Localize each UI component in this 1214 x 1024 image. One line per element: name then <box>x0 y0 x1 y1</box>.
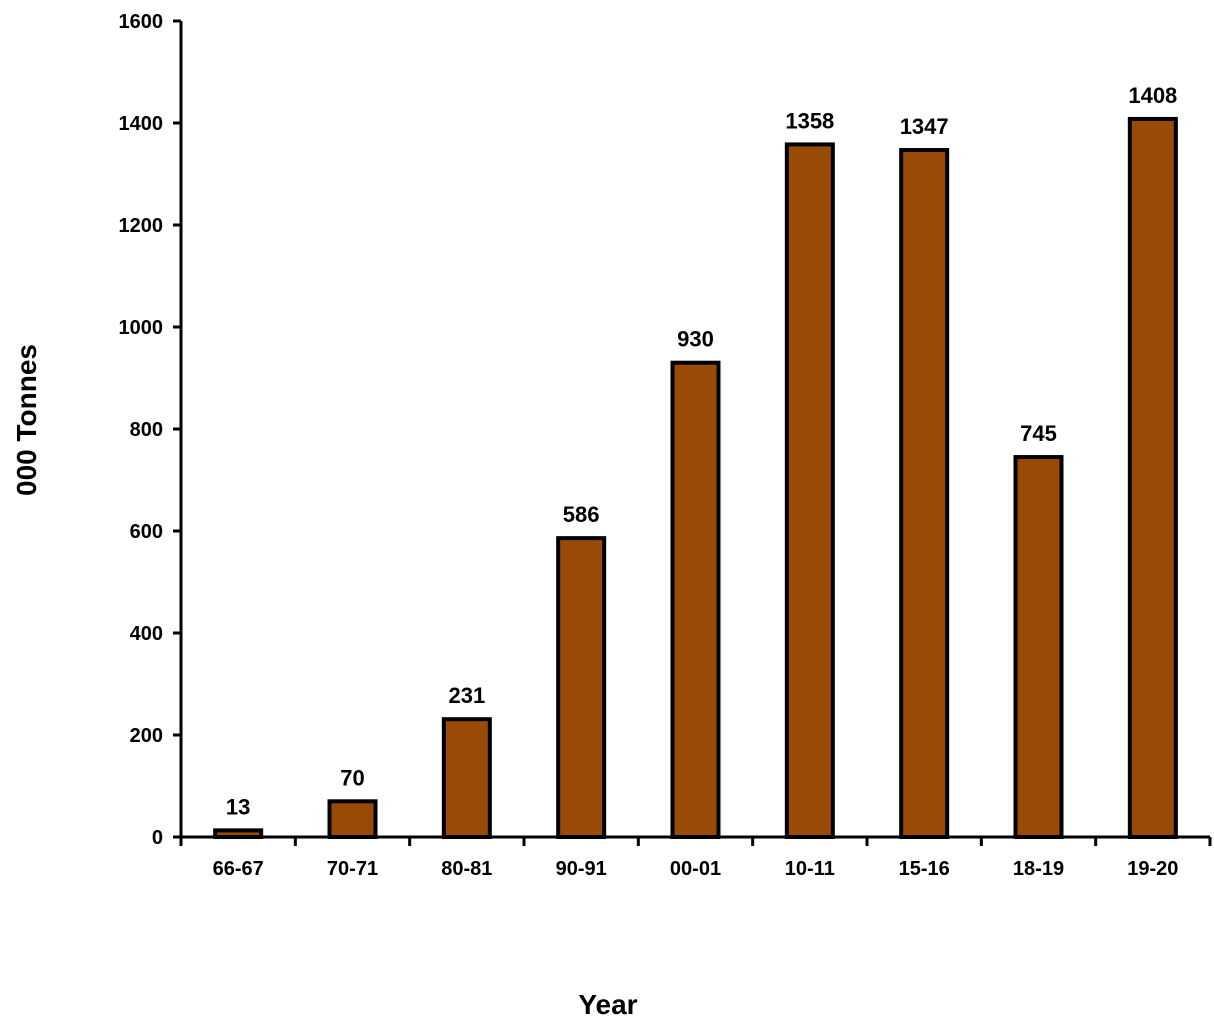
x-tick-label: 00-01 <box>670 858 721 880</box>
y-tick-label: 200 <box>130 725 163 747</box>
x-tick-label: 66-67 <box>213 858 264 880</box>
y-tick-label: 1000 <box>119 317 164 339</box>
y-tick-label: 800 <box>130 419 163 441</box>
data-label-18-19: 745 <box>1020 421 1057 446</box>
x-axis-label: Year <box>578 989 637 1020</box>
data-labels-group: 13 70 231 586 930 1358 1347 745 1408 <box>226 83 1177 819</box>
bar-70-71 <box>327 799 378 839</box>
data-label-90-91: 586 <box>563 502 600 527</box>
y-tick-label: 1600 <box>119 11 164 33</box>
y-tick-label: 1400 <box>119 113 164 135</box>
data-label-70-71: 70 <box>340 765 364 790</box>
data-label-00-01: 930 <box>677 327 714 352</box>
x-tick-label: 15-16 <box>899 858 950 880</box>
x-tick-label: 10-11 <box>785 858 835 880</box>
y-tick-label: 0 <box>152 827 163 849</box>
data-label-80-81: 231 <box>448 683 485 708</box>
bar-80-81 <box>441 717 492 839</box>
bar-90-91 <box>556 536 607 839</box>
y-tick-label: 400 <box>130 623 163 645</box>
bar-00-01 <box>670 360 721 839</box>
bars-group <box>213 116 1178 840</box>
x-tick-label: 90-91 <box>556 858 607 880</box>
y-axis-label: 000 Tonnes <box>11 344 42 496</box>
x-tick-label: 18-19 <box>1013 858 1064 880</box>
y-tick-label: 1200 <box>119 215 164 237</box>
bar-10-11 <box>784 142 835 840</box>
data-label-10-11: 1358 <box>785 108 834 133</box>
data-label-66-67: 13 <box>226 794 250 819</box>
x-ticks-group: 66-67 70-71 80-81 90-91 00-01 10-11 15-16 18-19… <box>179 837 1212 880</box>
bar-19-20 <box>1127 116 1178 840</box>
x-tick-label: 19-20 <box>1127 858 1178 880</box>
y-tick-label: 600 <box>130 521 163 543</box>
bar-15-16 <box>899 148 950 839</box>
data-label-19-20: 1408 <box>1128 83 1177 108</box>
y-ticks-group: 0 200 400 600 800 1000 1200 1400 1600 <box>119 11 181 849</box>
data-label-15-16: 1347 <box>900 114 949 139</box>
x-tick-label: 80-81 <box>441 858 492 880</box>
bar-18-19 <box>1013 455 1064 839</box>
x-tick-label: 70-71 <box>327 858 378 880</box>
